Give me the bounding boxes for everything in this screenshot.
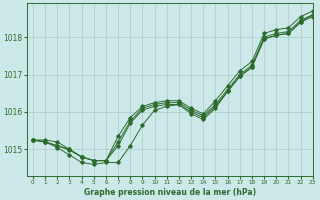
X-axis label: Graphe pression niveau de la mer (hPa): Graphe pression niveau de la mer (hPa) bbox=[84, 188, 256, 197]
